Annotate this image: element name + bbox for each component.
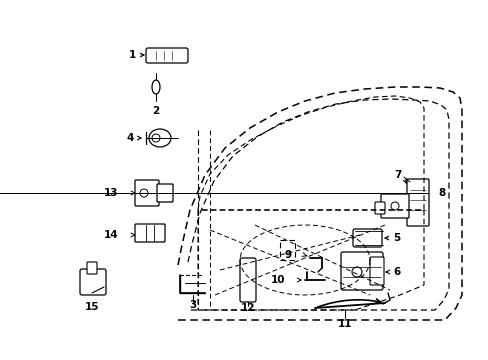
Text: 10: 10 <box>270 275 285 285</box>
FancyBboxPatch shape <box>146 48 187 63</box>
FancyBboxPatch shape <box>380 194 408 218</box>
Text: 14: 14 <box>103 230 118 240</box>
Text: 3: 3 <box>189 300 196 310</box>
FancyBboxPatch shape <box>157 184 173 202</box>
FancyBboxPatch shape <box>374 202 384 214</box>
Text: 15: 15 <box>84 302 99 312</box>
Text: 4: 4 <box>126 133 134 143</box>
Text: 2: 2 <box>152 106 159 116</box>
FancyBboxPatch shape <box>369 257 383 285</box>
Text: 5: 5 <box>392 233 400 243</box>
FancyBboxPatch shape <box>406 179 428 226</box>
FancyBboxPatch shape <box>80 269 106 295</box>
Text: 9: 9 <box>285 250 291 260</box>
Text: 7: 7 <box>393 170 401 180</box>
FancyBboxPatch shape <box>352 229 381 247</box>
FancyBboxPatch shape <box>340 252 382 290</box>
Text: 8: 8 <box>437 188 445 198</box>
Text: 11: 11 <box>337 319 351 329</box>
FancyBboxPatch shape <box>135 180 159 206</box>
FancyBboxPatch shape <box>87 262 97 274</box>
Text: 12: 12 <box>240 303 255 313</box>
FancyBboxPatch shape <box>135 224 164 242</box>
FancyBboxPatch shape <box>240 258 256 302</box>
Text: 13: 13 <box>103 188 118 198</box>
Text: 1: 1 <box>128 50 136 60</box>
Text: 6: 6 <box>392 267 400 277</box>
